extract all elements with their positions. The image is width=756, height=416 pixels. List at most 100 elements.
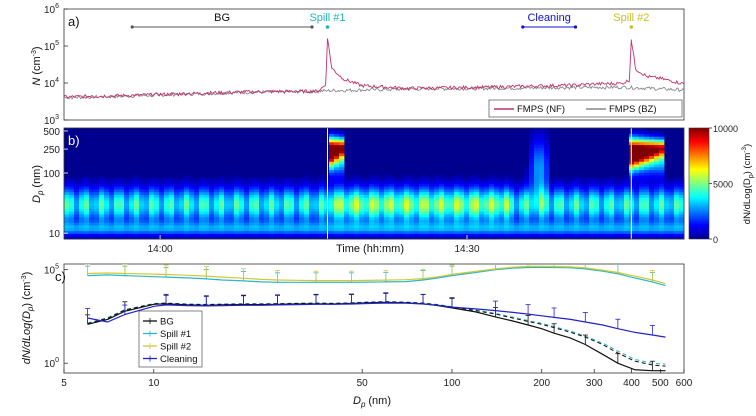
heat-cell bbox=[424, 191, 430, 196]
heat-cell bbox=[89, 183, 95, 187]
heat-cell bbox=[574, 197, 580, 201]
heat-cell bbox=[344, 222, 350, 226]
heat-cell bbox=[214, 205, 220, 209]
heat-cell bbox=[679, 222, 685, 226]
heat-cell bbox=[339, 161, 345, 165]
heat-cell bbox=[409, 186, 415, 190]
heat-cell bbox=[209, 236, 215, 240]
heat-cell bbox=[664, 208, 670, 212]
heat-cell bbox=[414, 219, 420, 223]
heat-cell bbox=[474, 222, 480, 226]
heat-cell bbox=[314, 225, 320, 229]
heat-cell bbox=[484, 227, 490, 232]
heat-cell bbox=[84, 197, 90, 201]
heat-cell bbox=[154, 214, 160, 218]
heat-cell bbox=[424, 227, 430, 232]
c-xtick-label-0: 5 bbox=[61, 378, 67, 389]
heat-cell bbox=[489, 219, 495, 223]
heat-cell bbox=[274, 189, 280, 193]
heat-cell bbox=[124, 214, 130, 218]
heat-cell bbox=[384, 180, 390, 184]
heat-cell bbox=[419, 202, 425, 207]
heat-cell bbox=[654, 177, 660, 182]
heat-cell bbox=[369, 230, 375, 234]
heat-cell bbox=[639, 161, 645, 165]
heat-cell bbox=[609, 216, 615, 220]
heat-cell bbox=[564, 219, 570, 223]
heat-cell bbox=[264, 205, 270, 209]
heat-cell bbox=[94, 202, 100, 207]
heat-cell bbox=[229, 230, 235, 234]
heat-cell bbox=[209, 205, 215, 209]
heat-cell bbox=[134, 214, 140, 218]
heat-cell bbox=[329, 169, 335, 173]
heat-cell bbox=[674, 177, 680, 182]
heat-cell bbox=[389, 205, 395, 209]
heat-cell bbox=[469, 222, 475, 226]
heat-cell bbox=[134, 219, 140, 223]
heat-cell bbox=[299, 214, 305, 218]
heat-cell bbox=[639, 236, 645, 240]
heat-cell bbox=[229, 194, 235, 198]
heat-cell bbox=[529, 211, 535, 215]
heat-cell bbox=[329, 225, 335, 229]
heat-cell bbox=[474, 194, 480, 198]
heat-cell bbox=[169, 227, 175, 232]
heat-cell bbox=[419, 219, 425, 223]
heat-cell bbox=[579, 202, 585, 207]
heat-cell bbox=[284, 191, 290, 196]
heat-cell bbox=[139, 211, 145, 215]
heat-cell bbox=[194, 233, 200, 237]
b-xtick-label-0: 14:00 bbox=[148, 244, 173, 255]
heat-cell bbox=[324, 202, 330, 207]
heat-cell bbox=[229, 219, 235, 223]
heat-cell bbox=[489, 208, 495, 212]
heat-cell bbox=[479, 191, 485, 196]
heat-cell bbox=[649, 158, 655, 162]
heat-cell bbox=[494, 186, 500, 190]
heat-cell bbox=[129, 216, 135, 220]
heat-cell bbox=[134, 197, 140, 201]
heat-cell bbox=[284, 200, 290, 204]
heat-cell bbox=[674, 194, 680, 198]
heat-cell bbox=[159, 183, 165, 187]
heat-cell bbox=[79, 202, 85, 207]
heat-cell bbox=[339, 139, 345, 143]
heat-cell bbox=[339, 172, 345, 176]
heat-cell bbox=[454, 200, 460, 204]
heat-cell bbox=[509, 230, 515, 234]
heat-cell bbox=[69, 233, 75, 237]
heat-cell bbox=[229, 197, 235, 201]
heat-cell bbox=[539, 227, 545, 232]
heat-cell bbox=[419, 227, 425, 232]
heat-cell bbox=[679, 219, 685, 223]
heat-cell bbox=[579, 197, 585, 201]
heat-cell bbox=[434, 211, 440, 215]
heat-cell bbox=[64, 186, 70, 190]
heat-cell bbox=[284, 189, 290, 193]
heat-cell bbox=[614, 233, 620, 237]
heat-cell bbox=[354, 233, 360, 237]
b-ytick-label-0: 10 bbox=[49, 229, 61, 240]
heat-cell bbox=[149, 219, 155, 223]
heat-cell bbox=[339, 230, 345, 234]
heat-cell bbox=[534, 150, 540, 154]
heat-cell bbox=[99, 233, 105, 237]
heat-cell bbox=[174, 177, 180, 182]
heat-cell bbox=[389, 222, 395, 226]
heat-cell bbox=[274, 216, 280, 220]
heat-cell bbox=[214, 186, 220, 190]
heat-cell bbox=[109, 216, 115, 220]
heat-cell bbox=[539, 186, 545, 190]
heat-cell bbox=[144, 205, 150, 209]
heat-cell bbox=[584, 197, 590, 201]
heat-cell bbox=[214, 200, 220, 204]
heat-cell bbox=[114, 202, 120, 207]
heat-cell bbox=[364, 191, 370, 196]
heat-cell bbox=[304, 219, 310, 223]
heat-cell bbox=[279, 225, 285, 229]
c-xtick-label-1: 10 bbox=[148, 378, 160, 389]
heat-cell bbox=[679, 194, 685, 198]
heat-cell bbox=[164, 227, 170, 232]
heat-cell bbox=[474, 225, 480, 229]
